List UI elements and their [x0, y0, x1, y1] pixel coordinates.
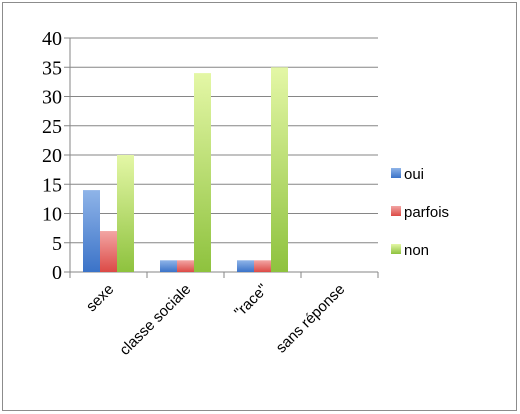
x-tick-label: classe sociale: [116, 281, 194, 359]
y-tick-label: 35: [42, 57, 62, 79]
y-tick-label: 10: [42, 204, 62, 226]
y-tick-labels: 0 5 10 15 20 25 30 35 40: [42, 28, 62, 284]
y-tick-label: 25: [42, 116, 62, 138]
y-tick-label: 15: [42, 174, 62, 196]
bar-parfois: [100, 231, 117, 272]
bar-parfois: [254, 260, 271, 272]
bar-oui: [160, 260, 177, 272]
bar-parfois: [177, 260, 194, 272]
gridlines: [70, 37, 378, 244]
bar-non: [194, 73, 211, 272]
bar-non: [271, 67, 288, 272]
legend: oui parfois non: [391, 166, 449, 259]
bars: [83, 67, 288, 272]
bar-non: [117, 155, 134, 272]
legend-label: non: [404, 242, 429, 259]
legend-swatch-parfois: [391, 206, 401, 216]
y-tick-label: 30: [42, 87, 62, 109]
x-tick-label: "race": [231, 281, 271, 321]
y-tick-label: 0: [52, 262, 62, 284]
legend-swatch-oui: [391, 168, 401, 178]
y-tick-label: 5: [52, 233, 62, 255]
legend-swatch-non: [391, 244, 401, 254]
y-tick-label: 20: [42, 145, 62, 167]
x-tick-label: sans réponse: [273, 281, 349, 357]
y-tick-label: 40: [42, 28, 62, 50]
bar-oui: [83, 190, 100, 272]
bar-oui: [237, 260, 254, 272]
legend-label: oui: [404, 166, 424, 183]
x-tick-label: sexe: [83, 281, 117, 315]
legend-label: parfois: [404, 204, 449, 221]
